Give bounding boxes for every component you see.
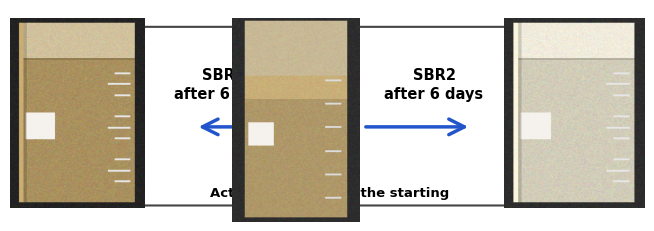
Text: SBR1
after 6 days: SBR1 after 6 days (174, 67, 273, 102)
Text: SBR2
after 6 days: SBR2 after 6 days (385, 67, 483, 102)
FancyBboxPatch shape (78, 28, 592, 206)
Text: Activated sludge at the starting: Activated sludge at the starting (211, 187, 450, 200)
